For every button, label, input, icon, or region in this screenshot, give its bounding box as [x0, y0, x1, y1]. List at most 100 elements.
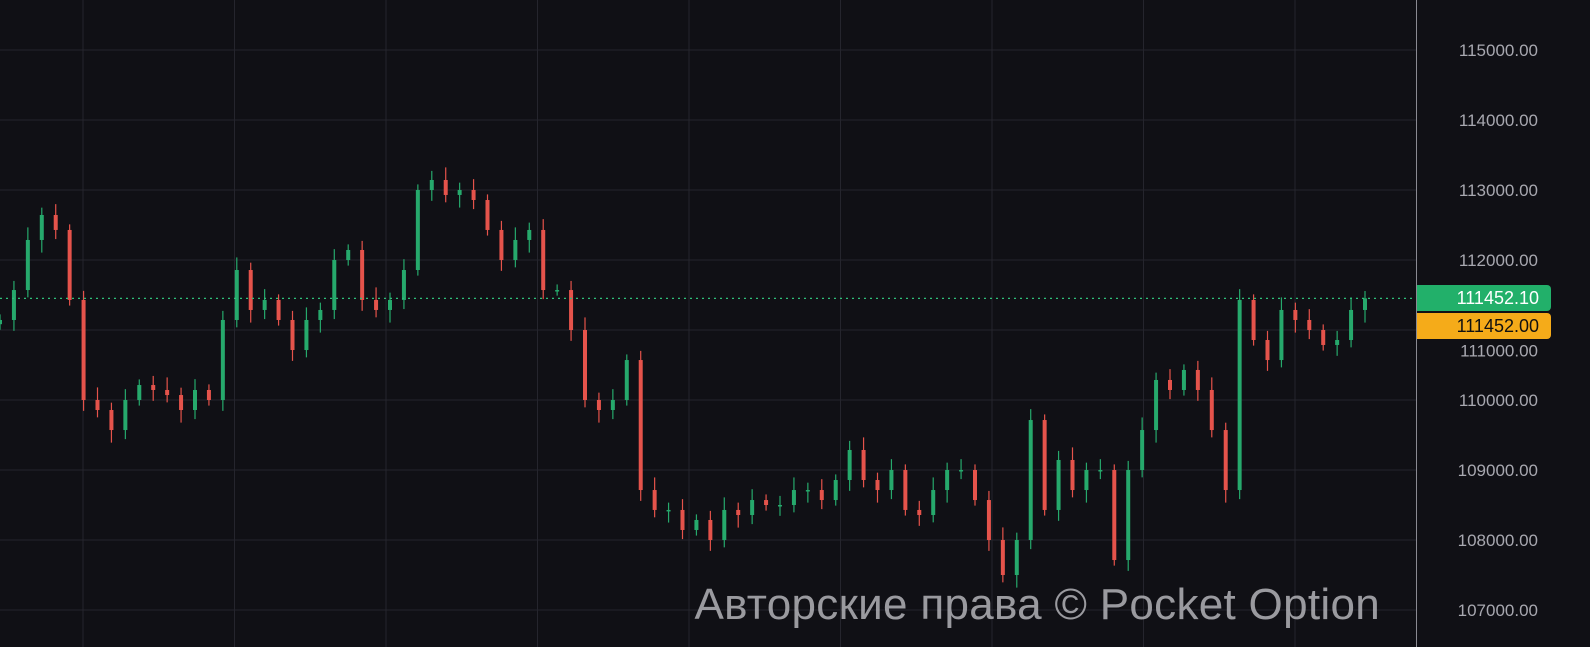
candle	[833, 474, 838, 506]
candle	[457, 182, 462, 208]
candle-body	[67, 229, 72, 300]
candle-body	[1140, 430, 1145, 470]
candle-body	[973, 470, 977, 501]
candle-body	[513, 239, 518, 260]
candles	[0, 167, 1367, 588]
candle-body	[304, 319, 309, 351]
candle-body	[847, 449, 852, 481]
candle	[485, 194, 490, 236]
candle-body	[1000, 540, 1005, 575]
candle-body	[1112, 470, 1117, 561]
candle	[1042, 414, 1047, 516]
second-price-badge: 111452.00	[1417, 313, 1551, 340]
candle-body	[569, 290, 574, 330]
y-tick-label: 115000.00	[1459, 41, 1538, 60]
candle	[165, 377, 170, 403]
y-tick-label: 108000.00	[1458, 531, 1538, 550]
candle	[555, 284, 560, 296]
candle	[1279, 297, 1284, 368]
candle	[401, 259, 406, 310]
candle-body	[1237, 299, 1242, 491]
candle	[179, 387, 184, 423]
candle-body	[541, 229, 546, 291]
candle	[959, 459, 964, 480]
candle	[652, 477, 657, 518]
candle	[39, 207, 44, 253]
candle-body	[25, 239, 30, 291]
candle-body	[276, 299, 281, 320]
candle-body	[234, 270, 239, 320]
candle	[1251, 294, 1256, 346]
candle	[0, 314, 2, 330]
candle	[736, 502, 741, 528]
candle-body	[959, 470, 964, 472]
candle-body	[736, 509, 741, 516]
candle	[1000, 527, 1005, 583]
candle	[443, 167, 448, 203]
candle	[750, 489, 755, 525]
candle	[569, 280, 574, 341]
candle	[764, 494, 769, 511]
candle	[666, 502, 671, 523]
candle-body	[722, 509, 727, 540]
candle	[25, 227, 30, 298]
candle	[986, 490, 991, 551]
candle-body	[652, 490, 657, 510]
y-tick-label: 112000.00	[1459, 251, 1538, 270]
candle-body	[861, 449, 866, 481]
candle	[722, 497, 727, 548]
candle	[193, 379, 197, 420]
candle-body	[778, 505, 782, 507]
candle	[304, 307, 309, 358]
candle	[1014, 532, 1019, 588]
candle-body	[610, 400, 615, 411]
candle	[583, 317, 587, 408]
candle	[276, 294, 281, 326]
candle-body	[931, 490, 936, 516]
candle	[889, 459, 894, 500]
candle	[360, 240, 365, 311]
candle	[778, 495, 782, 516]
price-axis: 107000.00 108000.00 109000.00 110000.00 1110…	[1458, 41, 1538, 620]
candle-body	[1363, 298, 1367, 310]
candle	[680, 499, 685, 540]
candle	[81, 290, 86, 411]
candle	[67, 224, 72, 306]
candle-body	[0, 319, 2, 325]
candle	[1098, 459, 1103, 480]
candle	[945, 462, 950, 503]
candle	[1084, 462, 1089, 503]
candle-body	[1223, 430, 1228, 491]
candle	[123, 389, 128, 440]
candle	[917, 500, 922, 526]
candle-body	[986, 500, 991, 540]
candle-body	[666, 509, 671, 512]
candle-body	[1181, 369, 1186, 390]
candle-body	[457, 190, 462, 195]
candle	[1028, 409, 1033, 550]
candle	[1070, 447, 1075, 498]
candle-body	[1335, 340, 1340, 345]
candle-body	[39, 214, 44, 240]
candle-body	[401, 270, 406, 300]
candle	[513, 227, 518, 268]
candle-body	[1084, 470, 1089, 491]
candle-body	[499, 229, 504, 260]
candle-body	[694, 519, 699, 530]
candle	[220, 310, 225, 411]
candle-body	[429, 179, 434, 190]
candle-body	[443, 179, 448, 195]
candle	[1335, 330, 1340, 356]
candle-body	[833, 480, 838, 501]
candle	[1056, 450, 1061, 521]
candle-body	[583, 330, 587, 400]
candle-body	[624, 360, 629, 400]
candle	[861, 437, 866, 488]
candle	[499, 220, 504, 271]
candle	[388, 292, 392, 323]
candle-body	[1209, 389, 1214, 431]
candle-body	[1014, 540, 1019, 575]
candle	[109, 402, 114, 443]
